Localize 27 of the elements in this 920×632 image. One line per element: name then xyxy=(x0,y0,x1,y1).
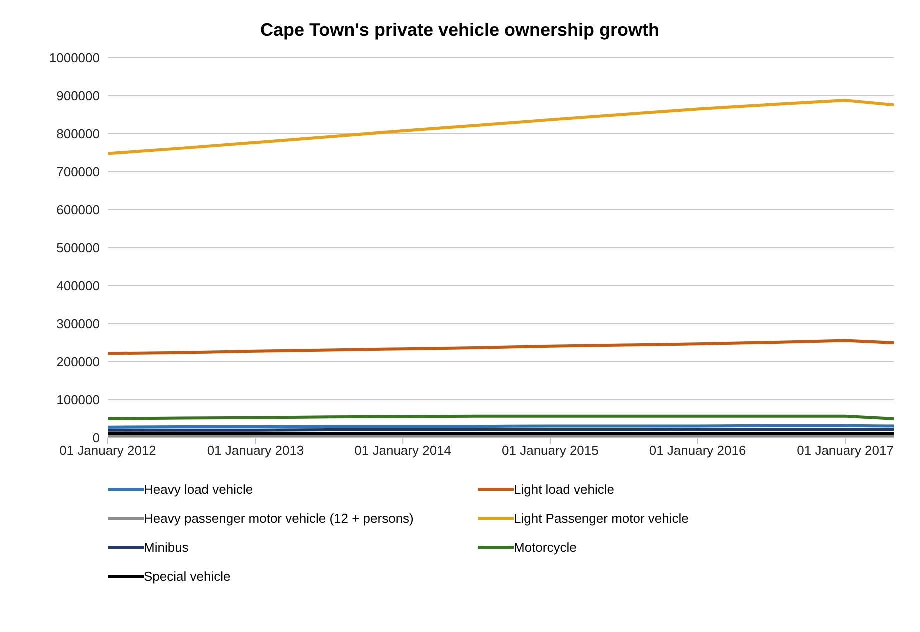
x-tick-label: 01 January 2012 xyxy=(60,443,156,458)
x-tick-label: 01 January 2014 xyxy=(354,443,452,458)
y-tick-label: 1000000 xyxy=(49,50,100,66)
y-tick-label: 400000 xyxy=(56,278,100,294)
legend-label: Heavy passenger motor vehicle (12 + persons) xyxy=(144,511,414,526)
legend-label: Minibus xyxy=(144,540,189,555)
x-tick-label: 01 January 2013 xyxy=(207,443,304,458)
y-tick-label: 600000 xyxy=(56,202,100,218)
legend-label: Special vehicle xyxy=(144,569,231,584)
legend-label: Motorcycle xyxy=(514,540,577,555)
legend-label: Light Passenger motor vehicle xyxy=(514,511,689,526)
y-tick-label: 300000 xyxy=(56,316,100,332)
x-tick-label: 01 January 2015 xyxy=(502,443,599,458)
y-tick-label: 0 xyxy=(92,430,100,446)
y-tick-label: 500000 xyxy=(56,240,100,256)
line-series xyxy=(108,99,894,156)
y-tick-label: 900000 xyxy=(56,88,100,104)
x-tick-label: 01 January 2016 xyxy=(649,443,746,458)
chart-title: Cape Town's private vehicle ownership growth xyxy=(259,20,661,42)
y-tick-label: 700000 xyxy=(56,164,100,180)
y-tick-label: 800000 xyxy=(56,126,100,142)
legend-label: Light load vehicle xyxy=(514,482,614,497)
y-tick-label: 200000 xyxy=(56,354,100,370)
line-series xyxy=(108,339,894,356)
x-tick-label: 01 January 2017 xyxy=(797,443,894,458)
legend-label: Heavy load vehicle xyxy=(144,482,254,497)
y-tick-label: 100000 xyxy=(56,392,100,408)
